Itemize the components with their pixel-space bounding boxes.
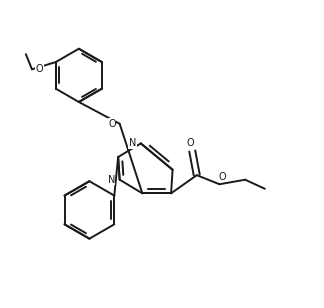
Text: O: O xyxy=(36,64,43,74)
Text: N: N xyxy=(129,138,136,148)
Text: N: N xyxy=(108,175,115,185)
Text: O: O xyxy=(187,138,194,148)
Text: O: O xyxy=(219,172,226,182)
Text: O: O xyxy=(108,119,116,129)
